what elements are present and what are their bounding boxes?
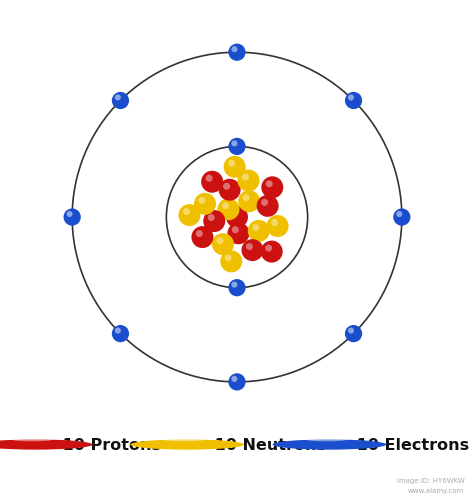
Circle shape	[220, 251, 242, 273]
Circle shape	[225, 255, 232, 262]
Circle shape	[219, 179, 241, 201]
Circle shape	[345, 93, 362, 110]
Circle shape	[112, 325, 129, 343]
Circle shape	[201, 171, 223, 193]
Text: 10 Electrons: 10 Electrons	[351, 437, 469, 452]
Circle shape	[231, 376, 237, 382]
Text: www.alamy.com: www.alamy.com	[408, 487, 465, 493]
Text: 10 Neutrons: 10 Neutrons	[209, 437, 326, 452]
Circle shape	[266, 181, 273, 188]
Circle shape	[237, 170, 259, 192]
Circle shape	[66, 211, 73, 217]
Circle shape	[252, 224, 259, 231]
Circle shape	[243, 195, 250, 202]
Circle shape	[232, 227, 239, 234]
Circle shape	[231, 282, 237, 288]
Circle shape	[345, 325, 362, 343]
Circle shape	[115, 95, 121, 101]
Circle shape	[199, 197, 205, 204]
Circle shape	[212, 233, 234, 256]
Circle shape	[256, 195, 279, 217]
Circle shape	[115, 328, 121, 334]
Circle shape	[267, 215, 289, 237]
Circle shape	[261, 241, 283, 263]
Circle shape	[305, 437, 347, 441]
Circle shape	[224, 156, 246, 178]
Circle shape	[208, 214, 215, 221]
Circle shape	[223, 183, 230, 190]
Circle shape	[261, 199, 268, 206]
Text: alamy: alamy	[19, 478, 56, 489]
Circle shape	[222, 203, 229, 210]
Circle shape	[228, 45, 246, 62]
Circle shape	[228, 138, 246, 156]
Circle shape	[228, 280, 246, 297]
Circle shape	[396, 211, 402, 217]
Circle shape	[238, 191, 260, 213]
Circle shape	[194, 193, 216, 215]
Circle shape	[230, 210, 237, 217]
Circle shape	[183, 208, 190, 215]
Circle shape	[228, 223, 249, 245]
Circle shape	[196, 230, 203, 237]
Circle shape	[228, 374, 246, 391]
Circle shape	[231, 47, 237, 53]
Circle shape	[0, 439, 92, 450]
Text: 10 Protons: 10 Protons	[57, 437, 161, 452]
Circle shape	[11, 437, 54, 441]
Circle shape	[231, 141, 237, 147]
Circle shape	[393, 209, 410, 226]
Circle shape	[191, 226, 213, 248]
Circle shape	[179, 205, 201, 226]
Circle shape	[130, 439, 244, 450]
Circle shape	[228, 160, 235, 167]
Circle shape	[242, 174, 249, 181]
Circle shape	[218, 199, 239, 221]
Circle shape	[112, 93, 129, 110]
Circle shape	[226, 206, 248, 228]
Circle shape	[348, 328, 354, 334]
Circle shape	[261, 177, 283, 199]
Circle shape	[64, 209, 81, 226]
Circle shape	[271, 219, 278, 226]
Circle shape	[163, 437, 205, 441]
Circle shape	[203, 210, 225, 232]
Circle shape	[241, 239, 264, 262]
Circle shape	[216, 237, 223, 244]
Circle shape	[206, 175, 213, 182]
Circle shape	[348, 95, 354, 101]
Circle shape	[265, 245, 272, 252]
Circle shape	[273, 439, 386, 450]
Circle shape	[246, 243, 253, 250]
Text: Image ID: HY6WKW: Image ID: HY6WKW	[397, 477, 465, 483]
Circle shape	[248, 220, 270, 242]
